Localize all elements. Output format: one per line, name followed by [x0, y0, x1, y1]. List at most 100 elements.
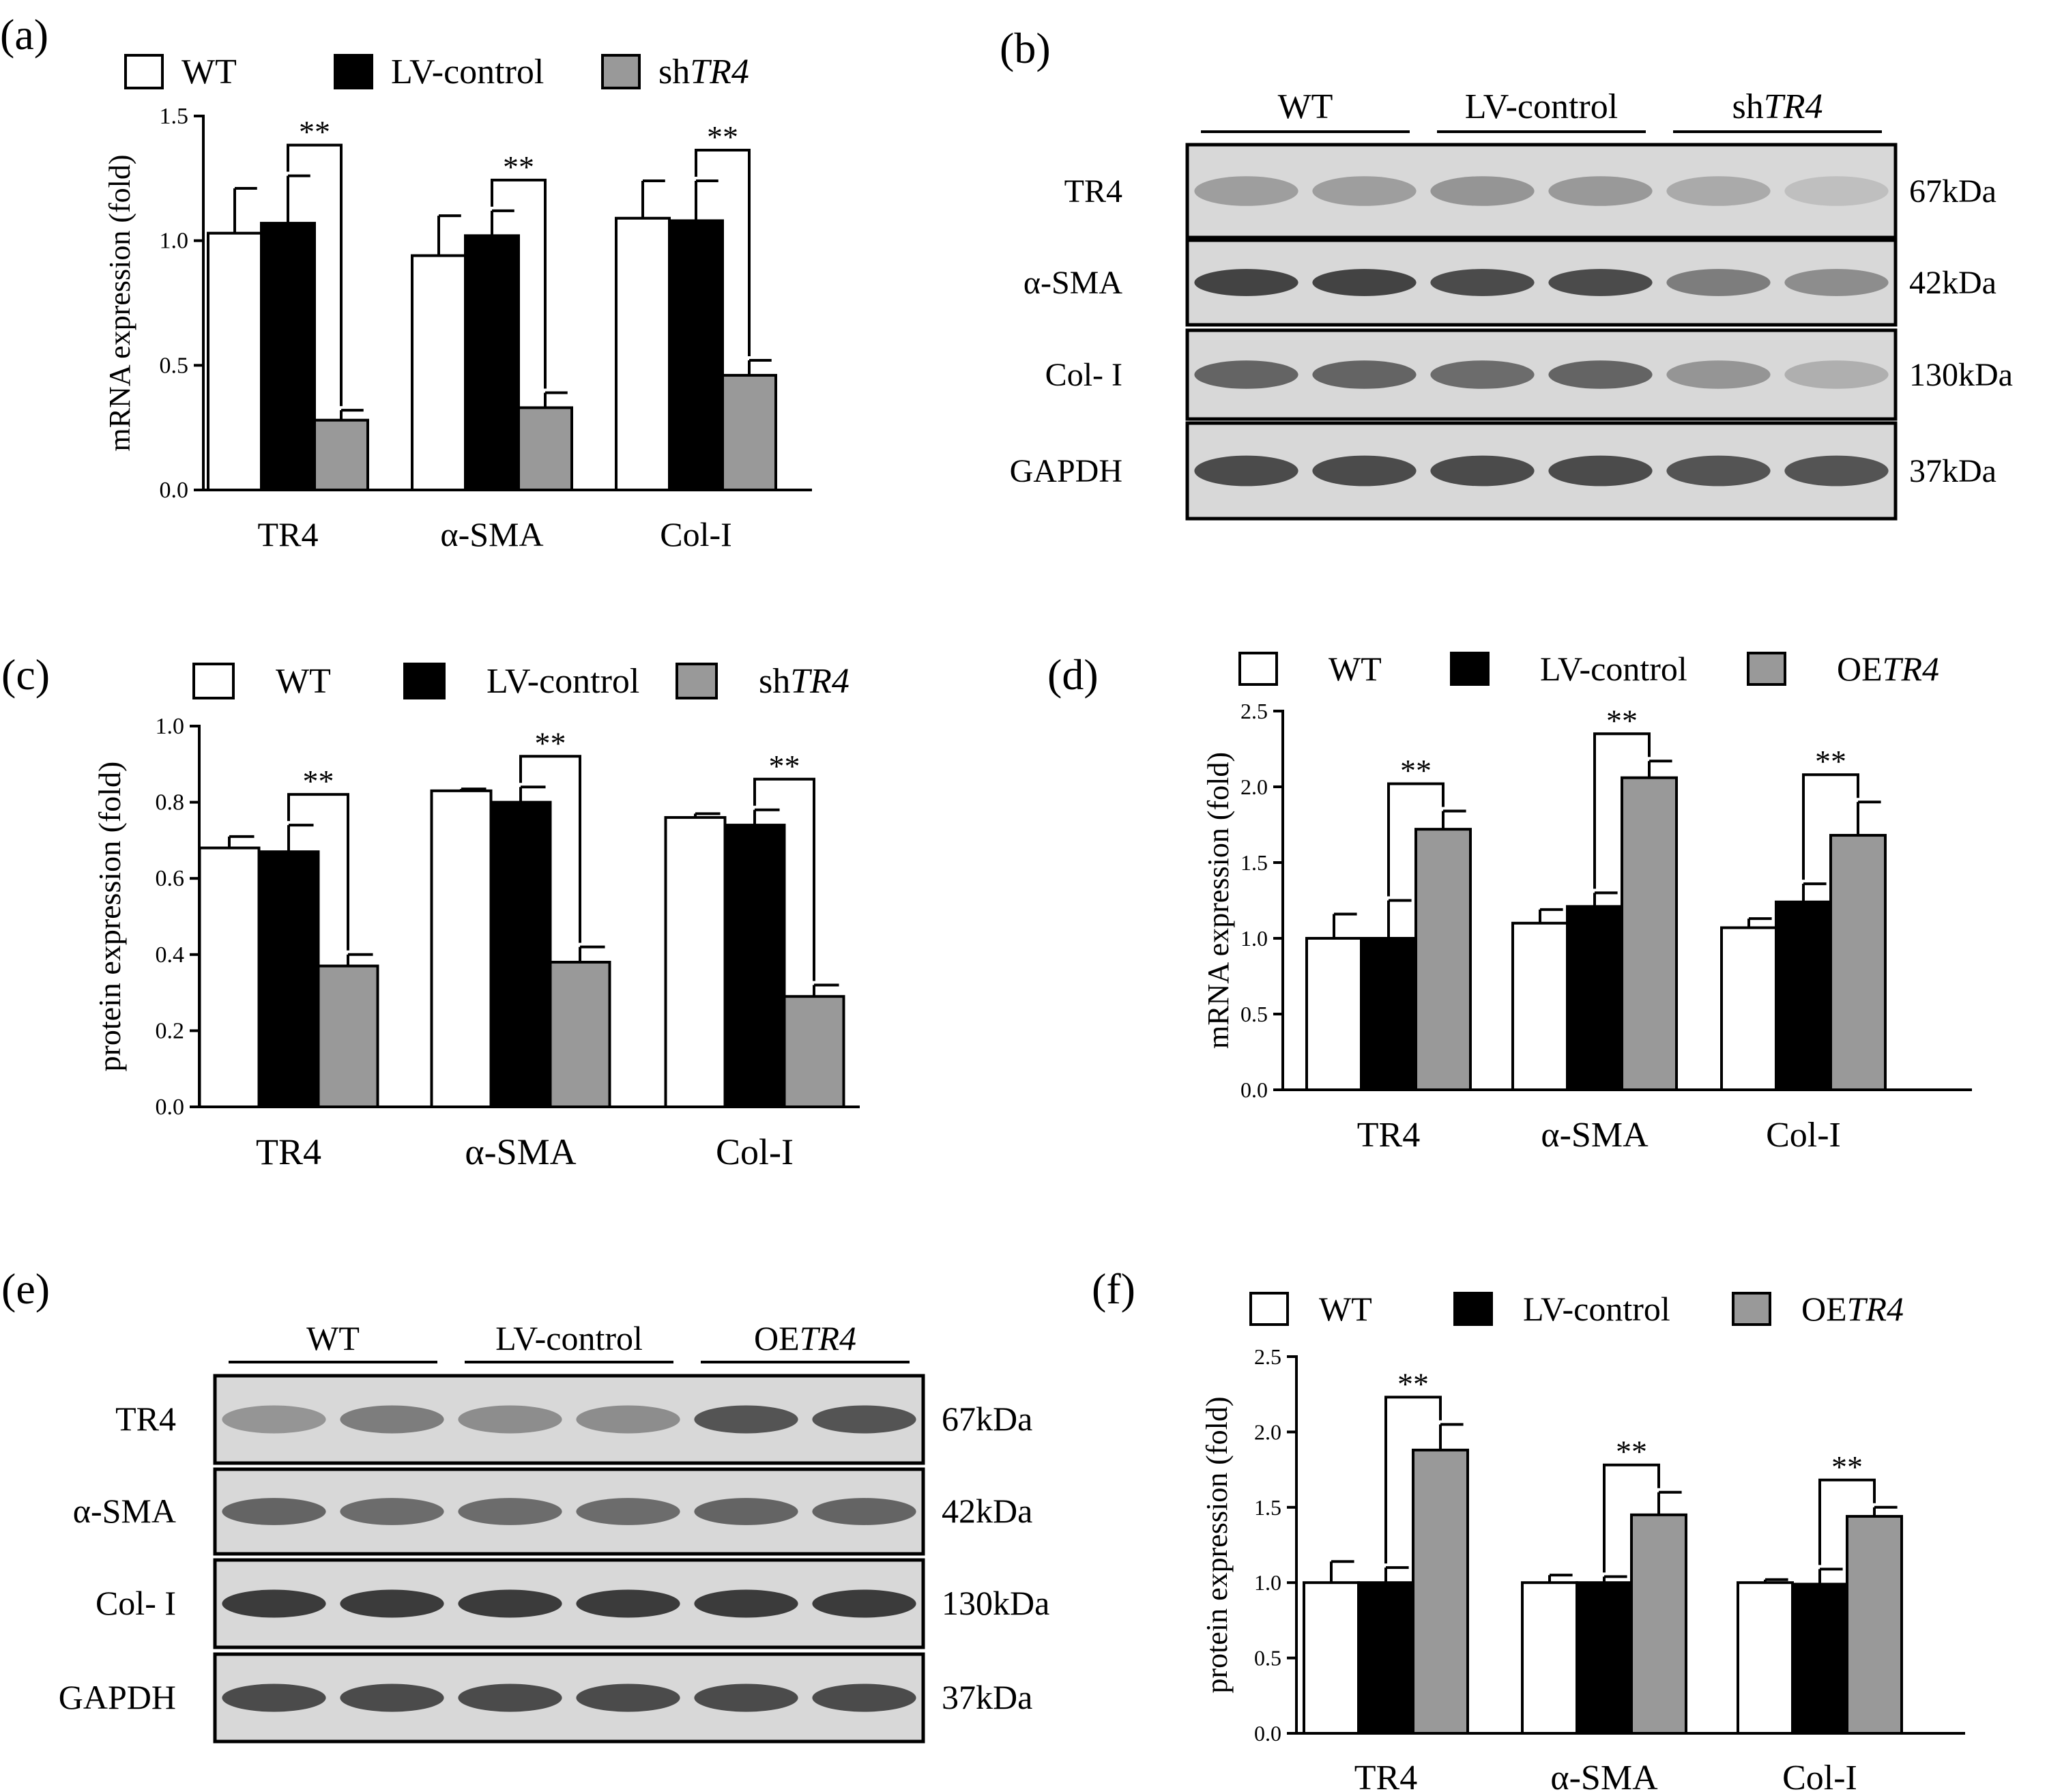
legend-label-text: WT: [182, 53, 237, 91]
legend-label-italic: TR4: [1883, 650, 1939, 688]
y-tick-label: 0.4: [156, 942, 185, 968]
bar: [1566, 905, 1623, 1091]
legend-label: LV-control: [487, 662, 639, 701]
y-tick-label: 2.0: [1240, 775, 1268, 799]
legend-label: shTR4: [658, 53, 749, 91]
significance-label: **: [299, 115, 330, 149]
legend-label-italic: TR4: [1847, 1290, 1904, 1328]
legend-label-italic: TR4: [790, 662, 850, 701]
bar: [1576, 1581, 1633, 1735]
blot-strip: [1185, 143, 1898, 240]
panel-label-f: (f): [1092, 1264, 1135, 1313]
legend-label-text: LV-control: [487, 662, 639, 701]
molecular-weight-label: 130kDa: [942, 1584, 1049, 1622]
protein-band: [1194, 455, 1298, 487]
x-tick-label: Col-I: [660, 515, 732, 553]
y-tick-label: 1.5: [1254, 1495, 1281, 1520]
y-tick-label: 0.5: [160, 353, 189, 378]
bar: [1414, 828, 1472, 1092]
significance-bracket: [287, 143, 343, 407]
bar: [464, 234, 520, 491]
legend-label-text: WT: [276, 662, 331, 701]
protein-band: [812, 1405, 916, 1434]
bar: [1521, 1581, 1578, 1735]
y-tick-label: 0.0: [1240, 1078, 1268, 1102]
legend-label-text: LV-control: [1540, 650, 1687, 688]
panel-label-c: (c): [1, 650, 50, 699]
significance-bracket: [1802, 773, 1859, 880]
y-tick-label: 2.5: [1240, 699, 1268, 723]
protein-band: [340, 1405, 444, 1434]
protein-band: [1548, 360, 1653, 389]
protein-band: [1666, 269, 1771, 296]
y-tick-label: 0.0: [160, 478, 189, 503]
y-tick-label: 1.5: [1240, 850, 1268, 875]
bar: [1511, 921, 1569, 1092]
significance-bracket: [1818, 1478, 1876, 1565]
protein-band: [1194, 176, 1298, 206]
significance-label: **: [303, 764, 334, 798]
x-tick-label: α-SMA: [1550, 1759, 1658, 1792]
lane-group-label-text: WT: [306, 1319, 360, 1357]
bar: [668, 219, 724, 491]
bar: [1846, 1515, 1903, 1735]
legend-swatch: [124, 54, 164, 89]
protein-band: [812, 1589, 916, 1618]
molecular-weight-label: 37kDa: [1909, 453, 1997, 489]
blot-strip: [213, 1652, 925, 1744]
legend-label: WT: [276, 662, 331, 701]
x-tick-label: TR4: [1354, 1759, 1417, 1792]
legend-swatch: [1450, 652, 1490, 686]
x-tick-label: TR4: [258, 515, 319, 553]
y-tick-label: 0.2: [156, 1018, 185, 1043]
bar: [430, 789, 493, 1108]
protein-band: [1430, 269, 1535, 296]
bar: [1621, 776, 1678, 1092]
lane-group-label: LV-control: [1465, 87, 1618, 126]
significance-bracket: [519, 755, 581, 943]
protein-label: TR4: [115, 1400, 176, 1438]
lane-group-label: WT: [1278, 87, 1333, 126]
bar: [489, 800, 552, 1108]
bar: [260, 222, 316, 491]
bar: [411, 254, 467, 491]
significance-label: **: [503, 149, 534, 184]
y-tick-label: 1.0: [1254, 1570, 1281, 1595]
protein-band: [1784, 269, 1889, 296]
protein-label: GAPDH: [59, 1678, 176, 1716]
legend-swatch: [676, 663, 718, 699]
significance-bracket: [1384, 1396, 1442, 1564]
lane-group-label-text: LV-control: [495, 1319, 643, 1357]
bar: [207, 231, 263, 491]
protein-band: [1194, 269, 1298, 296]
lane-group-label-text: OE: [754, 1319, 800, 1357]
significance-label: **: [1606, 703, 1638, 738]
bar: [257, 850, 320, 1108]
bar: [1791, 1583, 1848, 1735]
significance-bracket: [1387, 782, 1444, 897]
protein-band: [812, 1683, 916, 1712]
protein-band: [1666, 360, 1771, 389]
bar: [783, 995, 845, 1109]
protein-band: [1784, 455, 1889, 487]
significance-bracket: [1593, 732, 1651, 889]
y-tick-label: 1.0: [160, 229, 189, 254]
legend-label-text: WT: [1319, 1290, 1372, 1328]
blot-strip: [1185, 238, 1898, 327]
y-axis-label: protein expression (fold): [92, 762, 127, 1072]
bar: [1720, 926, 1777, 1091]
legend-swatch: [403, 663, 446, 699]
legend-label-text: LV-control: [1523, 1290, 1670, 1328]
protein-band: [340, 1589, 444, 1618]
legend-swatch: [192, 663, 235, 699]
bar: [1305, 937, 1363, 1091]
protein-band: [1312, 455, 1417, 487]
bar: [1829, 834, 1887, 1092]
protein-band: [222, 1498, 326, 1525]
legend-label: WT: [1319, 1290, 1372, 1328]
lane-group-label-text: WT: [1278, 87, 1333, 126]
significance-label: **: [1397, 1366, 1429, 1401]
y-tick-label: 0.5: [1240, 1002, 1268, 1026]
protein-band: [694, 1405, 798, 1434]
